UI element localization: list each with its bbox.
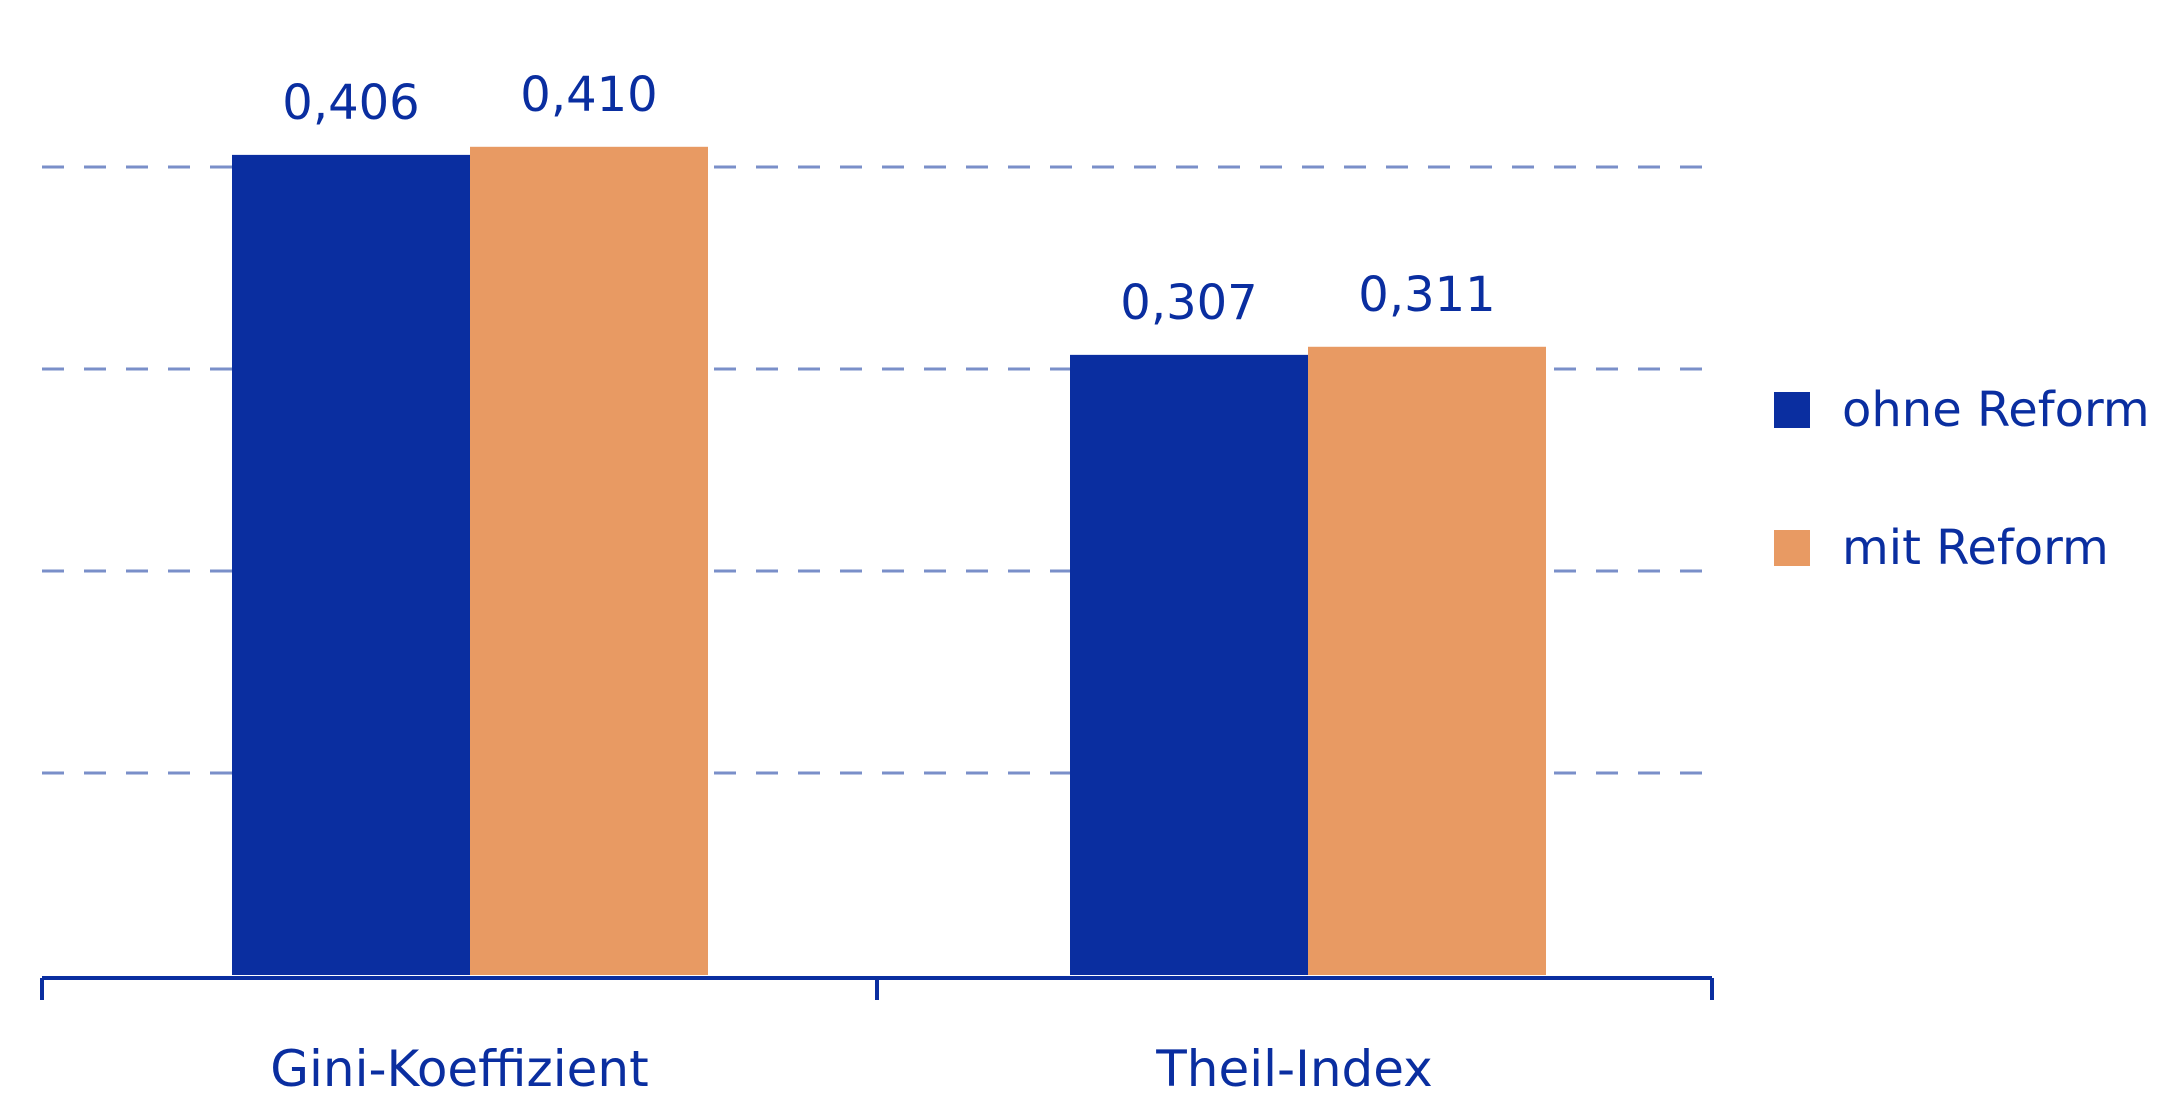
- legend-swatch-mit-reform: [1774, 530, 1810, 566]
- bar-ohne-reform-0: [232, 154, 470, 975]
- bars: [232, 146, 1546, 976]
- value-label: 0,410: [520, 67, 657, 123]
- legend-swatch-ohne-reform: [1774, 392, 1810, 428]
- category-label: Gini-Koeffizient: [270, 1040, 648, 1098]
- value-label: 0,406: [282, 75, 419, 131]
- legend-label-mit-reform: mit Reform: [1842, 520, 2109, 576]
- legend: ohne Reform mit Reform: [1774, 380, 2150, 656]
- value-labels: 0,406 0,307 0,410 0,311: [282, 67, 1495, 331]
- value-label: 0,311: [1358, 267, 1495, 323]
- bar-mit-reform-0: [470, 146, 708, 976]
- bar-mit-reform-1: [1308, 346, 1546, 975]
- legend-item-ohne-reform: ohne Reform: [1774, 380, 2150, 440]
- category-label: Theil-Index: [1155, 1040, 1432, 1098]
- category-labels: Gini-Koeffizient Theil-Index: [270, 1040, 1432, 1098]
- legend-item-mit-reform: mit Reform: [1774, 518, 2150, 578]
- value-label: 0,307: [1120, 275, 1257, 331]
- x-axis: [40, 976, 1714, 1000]
- bar-ohne-reform-1: [1070, 354, 1308, 975]
- legend-label-ohne-reform: ohne Reform: [1842, 382, 2150, 438]
